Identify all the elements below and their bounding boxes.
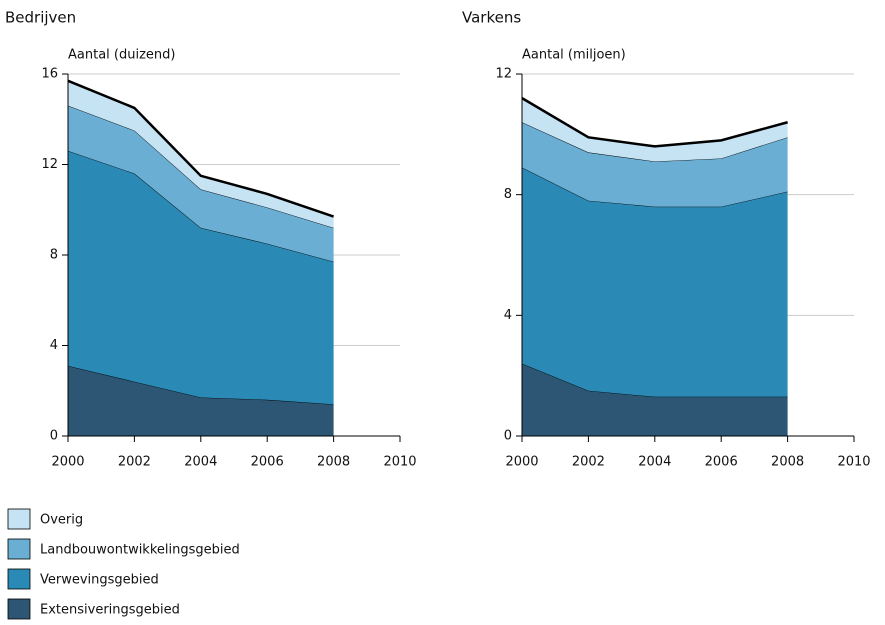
x-tick-label: 2004: [184, 455, 217, 470]
x-tick-label: 2010: [383, 455, 416, 470]
x-tick-label: 2008: [771, 455, 804, 470]
x-tick-label: 2004: [638, 455, 671, 470]
y-tick-label: 8: [50, 248, 58, 263]
area-edge: [67, 79, 335, 218]
x-tick-label: 2008: [317, 455, 350, 470]
area: [522, 122, 788, 207]
y-tick-label: 0: [504, 429, 512, 444]
area: [68, 80, 334, 228]
area: [522, 363, 788, 436]
y-tick-label: 8: [504, 187, 512, 202]
legend-label: Overig: [40, 513, 83, 528]
y-tick-label: 0: [50, 429, 58, 444]
legend-swatch: [7, 538, 31, 560]
x-tick-label: 2000: [505, 455, 538, 470]
y-tick-label: 4: [50, 338, 58, 353]
x-tick-label: 2002: [572, 455, 605, 470]
y-tick-label: 12: [495, 67, 512, 82]
y-axis-label: Aantal (miljoen): [522, 48, 626, 63]
area: [68, 150, 334, 405]
area: [68, 365, 334, 436]
y-axis-label: Aantal (duizend): [68, 48, 175, 63]
chart-title: Varkens: [462, 9, 521, 27]
x-tick-label: 2010: [837, 455, 870, 470]
area: [68, 105, 334, 262]
area-edge: [521, 97, 788, 148]
y-tick-label: 4: [504, 308, 512, 323]
x-tick-label: 2002: [118, 455, 151, 470]
y-tick-label: 12: [41, 157, 58, 172]
area: [522, 98, 788, 162]
legend-label: Landbouwontwikkelingsgebied: [40, 543, 240, 558]
legend-label: Verwevingsgebied: [40, 573, 159, 588]
legend-swatch: [7, 568, 31, 590]
x-tick-label: 2006: [705, 455, 738, 470]
legend-swatch: [7, 598, 31, 620]
area: [522, 167, 788, 397]
x-tick-label: 2000: [51, 455, 84, 470]
chart-title: Bedrijven: [5, 9, 76, 27]
x-tick-label: 2006: [251, 455, 284, 470]
legend-label: Extensiveringsgebied: [40, 603, 180, 618]
legend-swatch: [7, 508, 31, 530]
y-tick-label: 16: [41, 67, 58, 82]
